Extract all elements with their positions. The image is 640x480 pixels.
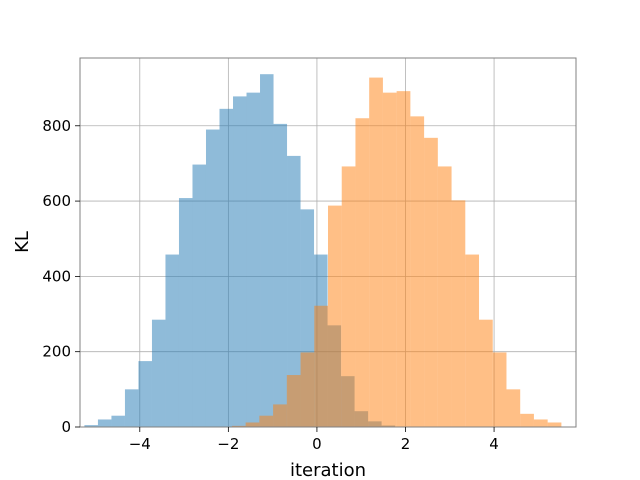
histogram-bar xyxy=(382,92,397,428)
histogram-bar xyxy=(245,422,260,427)
histogram-bar xyxy=(165,254,179,427)
histogram-bar xyxy=(219,108,234,427)
histogram-bar xyxy=(151,319,166,427)
histogram-bar xyxy=(492,352,507,427)
histogram-bar xyxy=(520,413,534,427)
y-tick-label: 800 xyxy=(42,117,71,135)
histogram-bar xyxy=(355,118,370,427)
x-tick-label: −2 xyxy=(217,435,239,453)
histogram-bar xyxy=(260,74,274,427)
histogram-bar xyxy=(97,419,112,427)
histogram-bar xyxy=(410,116,425,427)
histogram-bar xyxy=(233,96,247,427)
histogram-bar xyxy=(286,375,301,427)
histogram-bar xyxy=(465,254,480,427)
histogram-bar xyxy=(547,422,562,427)
y-tick-label: 200 xyxy=(42,343,71,361)
histogram-bar xyxy=(341,166,356,428)
histogram-bar xyxy=(396,91,411,427)
histogram-bar xyxy=(273,123,288,428)
histogram-bar xyxy=(369,77,383,427)
histogram-bar xyxy=(533,419,548,427)
histogram-bar xyxy=(287,155,301,428)
histogram-bar xyxy=(192,164,206,427)
series-2-bars xyxy=(231,77,562,428)
histogram-bar xyxy=(124,389,139,427)
histogram-bar xyxy=(437,166,452,428)
histogram-bar xyxy=(138,361,152,427)
x-tick-label: 4 xyxy=(489,435,499,453)
histogram-bar xyxy=(424,137,438,427)
histogram-bar xyxy=(300,352,315,427)
x-tick-label: −4 xyxy=(129,435,151,453)
histogram-bar xyxy=(246,92,261,428)
histogram-bar xyxy=(273,404,287,427)
y-tick-label: 600 xyxy=(42,192,71,210)
histogram-bar xyxy=(506,389,521,427)
histogram-bar xyxy=(259,415,274,427)
y-tick-label: 0 xyxy=(61,418,71,436)
histogram-bar xyxy=(328,205,342,427)
histogram-bar xyxy=(479,319,493,427)
axis-ticks: −4 −2 0 2 4 0 200 400 600 800 xyxy=(42,117,498,453)
x-tick-label: 0 xyxy=(312,435,322,453)
plot-frame xyxy=(79,57,577,428)
histogram-bar xyxy=(231,425,246,427)
y-tick-label: 400 xyxy=(42,267,71,285)
histogram-bar xyxy=(451,200,466,427)
histogram-bars xyxy=(84,74,562,428)
x-tick-label: 2 xyxy=(401,435,411,453)
histogram-bar xyxy=(178,198,193,427)
x-axis-label: iteration xyxy=(290,460,366,480)
histogram-bar xyxy=(205,129,220,427)
y-axis-label: KL xyxy=(12,231,33,253)
histogram-bar xyxy=(84,425,98,427)
histogram-bar xyxy=(314,305,328,427)
histogram-bar xyxy=(111,415,125,427)
